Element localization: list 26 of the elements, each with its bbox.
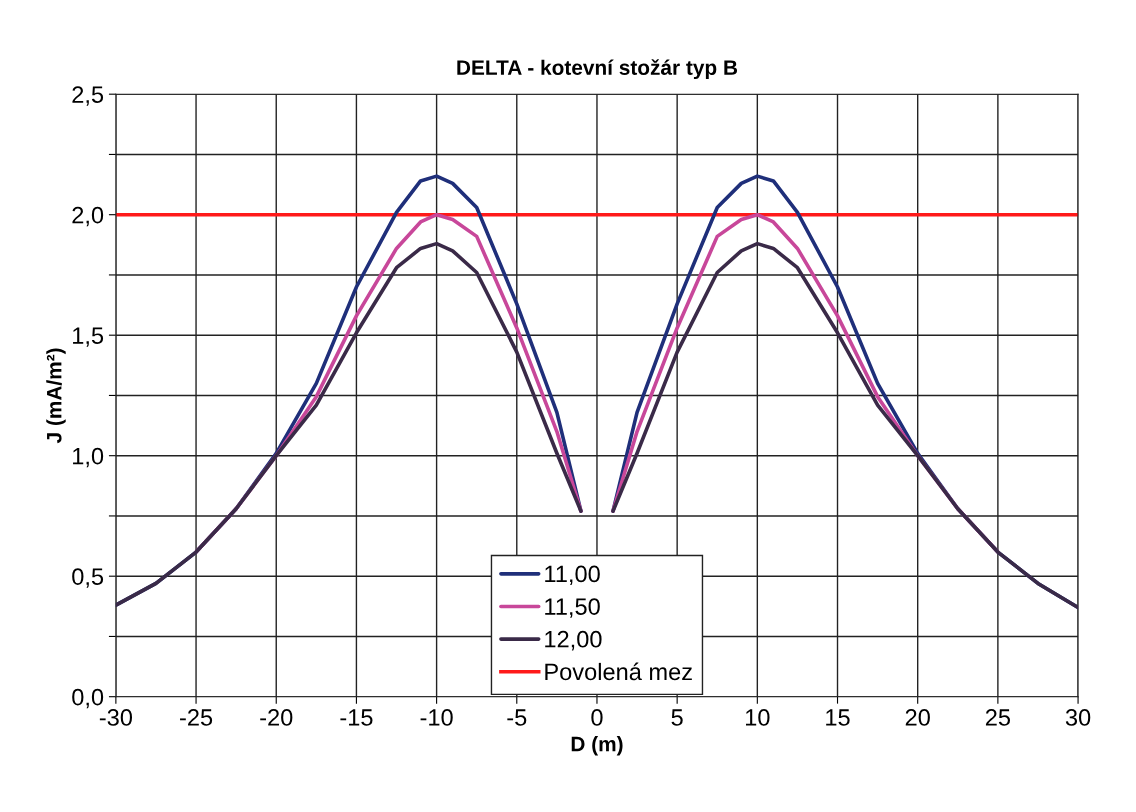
x-tick-label: 0 — [591, 709, 603, 726]
legend-label: 12,00 — [545, 630, 602, 651]
y-tick-label: 2,0 — [72, 206, 104, 227]
legend-label: 11,00 — [545, 565, 600, 586]
x-tick-label: 20 — [905, 709, 930, 726]
x-tick-label: 10 — [746, 709, 770, 726]
x-tick-label: -20 — [260, 709, 293, 726]
x-tick-label: -15 — [340, 709, 373, 726]
y-tick-label: 0,5 — [72, 568, 104, 588]
x-tick-label: 30 — [1065, 709, 1091, 726]
y-tick-label: 0,0 — [72, 688, 104, 709]
x-tick-label: -25 — [180, 709, 213, 726]
x-tick-label: 25 — [985, 709, 1011, 726]
x-tick-label: -10 — [420, 709, 453, 726]
chart-title: DELTA - kotevní stožár typ B — [457, 59, 738, 80]
y-tick-label: 2,5 — [72, 86, 104, 106]
x-tick-label: 5 — [671, 709, 683, 726]
y-tick-label: 1,0 — [73, 447, 104, 468]
x-axis-title: D (m) — [571, 736, 623, 756]
x-tick-label: 15 — [826, 709, 850, 726]
x-tick-label: -30 — [99, 709, 133, 726]
legend-label: Povolená mez — [545, 662, 692, 681]
y-tick-label: 1,5 — [73, 327, 104, 347]
x-tick-label: -5 — [507, 709, 527, 726]
y-axis-title: J (mA/m²) — [46, 348, 66, 444]
legend-label: 11,50 — [545, 598, 600, 618]
